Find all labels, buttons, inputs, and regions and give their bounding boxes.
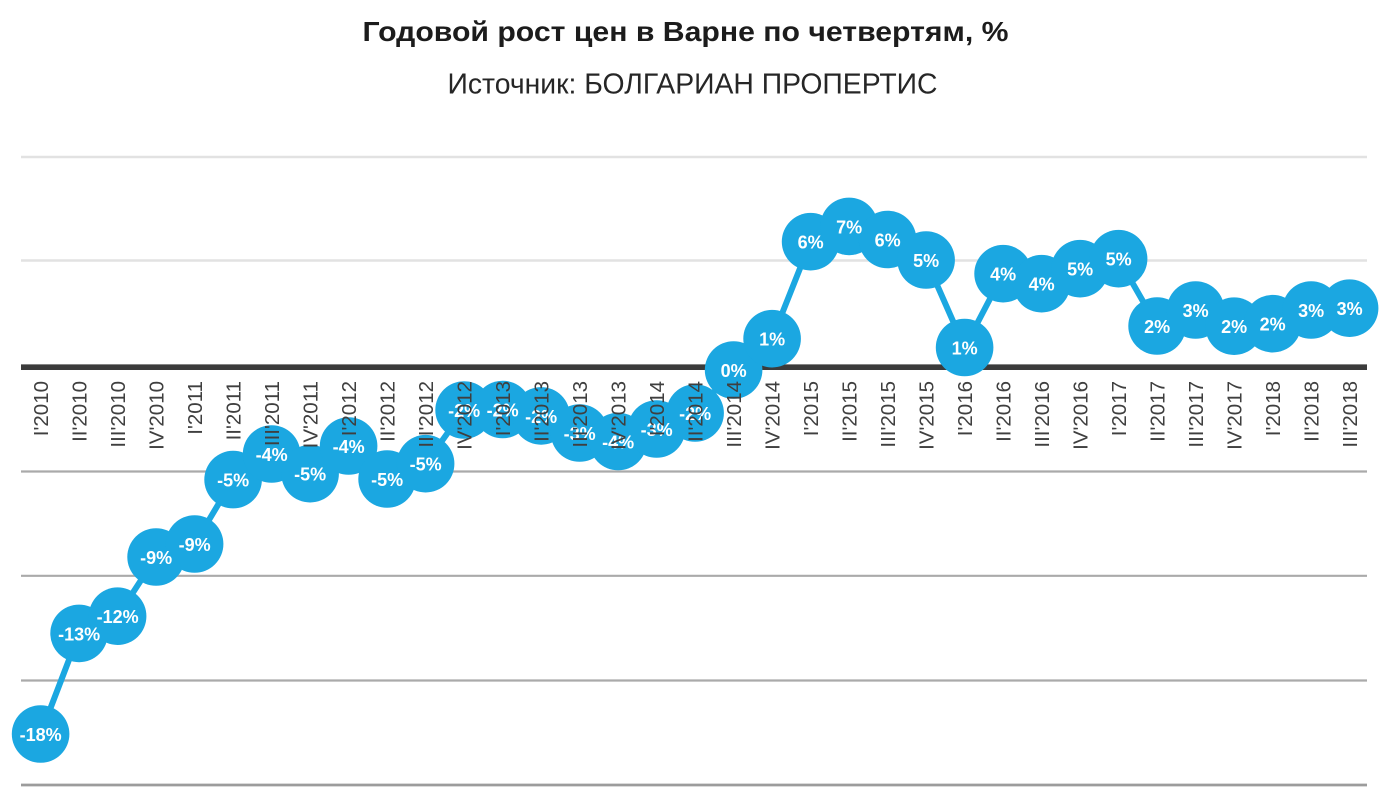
svg-text:I'2014: I'2014 <box>646 381 669 436</box>
svg-text:III'2011: III'2011 <box>261 381 284 446</box>
svg-text:1%: 1% <box>952 339 978 359</box>
svg-text:-5%: -5% <box>371 470 403 490</box>
svg-text:IV'2010: IV'2010 <box>146 381 169 450</box>
svg-text:IV'2012: IV'2012 <box>454 381 477 450</box>
svg-text:II'2015: II'2015 <box>839 381 862 442</box>
svg-text:I'2018: I'2018 <box>1262 381 1285 436</box>
svg-text:-13%: -13% <box>58 624 100 644</box>
svg-text:-4%: -4% <box>602 433 634 453</box>
svg-text:II'2018: II'2018 <box>1301 381 1324 442</box>
svg-text:5%: 5% <box>913 251 939 271</box>
svg-text:I'2016: I'2016 <box>954 381 977 436</box>
svg-text:Источник: БОЛГАРИАН ПРОПЕРТИС: Источник: БОЛГАРИАН ПРОПЕРТИС <box>448 69 938 101</box>
svg-text:III'2015: III'2015 <box>877 381 900 448</box>
svg-text:-9%: -9% <box>140 548 172 568</box>
svg-text:Годовой рост цен в Варне по че: Годовой рост цен в Варне по четвертям, % <box>363 16 1009 47</box>
svg-text:3%: 3% <box>1183 301 1209 321</box>
svg-text:II'2017: II'2017 <box>1147 381 1170 442</box>
svg-text:I'2010: I'2010 <box>30 381 53 436</box>
svg-text:3%: 3% <box>1337 299 1363 319</box>
svg-text:II'2011: II'2011 <box>223 381 246 440</box>
svg-text:I'2011: I'2011 <box>184 381 207 435</box>
svg-text:6%: 6% <box>875 231 901 251</box>
svg-text:-3%: -3% <box>564 424 596 444</box>
svg-text:5%: 5% <box>1067 260 1093 280</box>
svg-text:IV'2014: IV'2014 <box>762 381 785 450</box>
svg-text:4%: 4% <box>990 265 1016 285</box>
svg-text:IV'2016: IV'2016 <box>1070 381 1093 450</box>
svg-text:3%: 3% <box>1298 301 1324 321</box>
svg-text:2%: 2% <box>1144 317 1170 337</box>
svg-text:2%: 2% <box>1260 315 1286 335</box>
svg-text:III'2014: III'2014 <box>723 381 746 448</box>
svg-text:-2%: -2% <box>525 407 557 427</box>
svg-text:7%: 7% <box>836 217 862 237</box>
svg-text:0%: 0% <box>721 361 747 381</box>
svg-text:IV'2013: IV'2013 <box>608 381 631 450</box>
svg-text:IV'2011: IV'2011 <box>300 381 323 448</box>
svg-text:-4%: -4% <box>333 437 365 457</box>
svg-text:III'2018: III'2018 <box>1339 381 1362 448</box>
svg-text:II'2013: II'2013 <box>531 381 554 442</box>
svg-text:I'2017: I'2017 <box>1108 381 1131 436</box>
svg-text:1%: 1% <box>759 330 785 350</box>
svg-text:IV'2015: IV'2015 <box>916 381 939 450</box>
svg-text:2%: 2% <box>1221 317 1247 337</box>
svg-text:III'2012: III'2012 <box>415 381 438 448</box>
svg-text:-2%: -2% <box>679 404 711 424</box>
svg-text:I'2013: I'2013 <box>492 381 515 436</box>
svg-text:-5%: -5% <box>294 465 326 485</box>
svg-text:II'2016: II'2016 <box>993 381 1016 442</box>
svg-text:-12%: -12% <box>97 607 139 627</box>
svg-text:IV'2017: IV'2017 <box>1224 381 1247 450</box>
svg-text:-18%: -18% <box>20 725 62 745</box>
svg-text:III'2013: III'2013 <box>569 381 592 448</box>
svg-text:-5%: -5% <box>217 471 249 491</box>
svg-text:III'2016: III'2016 <box>1031 381 1054 448</box>
svg-text:4%: 4% <box>1029 275 1055 295</box>
svg-text:II'2014: II'2014 <box>685 381 708 442</box>
svg-text:-9%: -9% <box>179 535 211 555</box>
svg-text:III'2017: III'2017 <box>1185 381 1208 448</box>
svg-text:III'2010: III'2010 <box>107 381 130 448</box>
svg-text:5%: 5% <box>1106 250 1132 270</box>
svg-text:I'2012: I'2012 <box>338 381 361 436</box>
svg-text:-2%: -2% <box>487 401 519 421</box>
svg-text:-5%: -5% <box>410 455 442 475</box>
svg-text:II'2010: II'2010 <box>69 381 92 442</box>
svg-text:-4%: -4% <box>256 445 288 465</box>
svg-text:6%: 6% <box>798 233 824 253</box>
svg-text:-3%: -3% <box>641 420 673 440</box>
svg-text:-2%: -2% <box>448 401 480 421</box>
svg-text:I'2015: I'2015 <box>800 381 823 436</box>
svg-text:II'2012: II'2012 <box>377 381 400 442</box>
